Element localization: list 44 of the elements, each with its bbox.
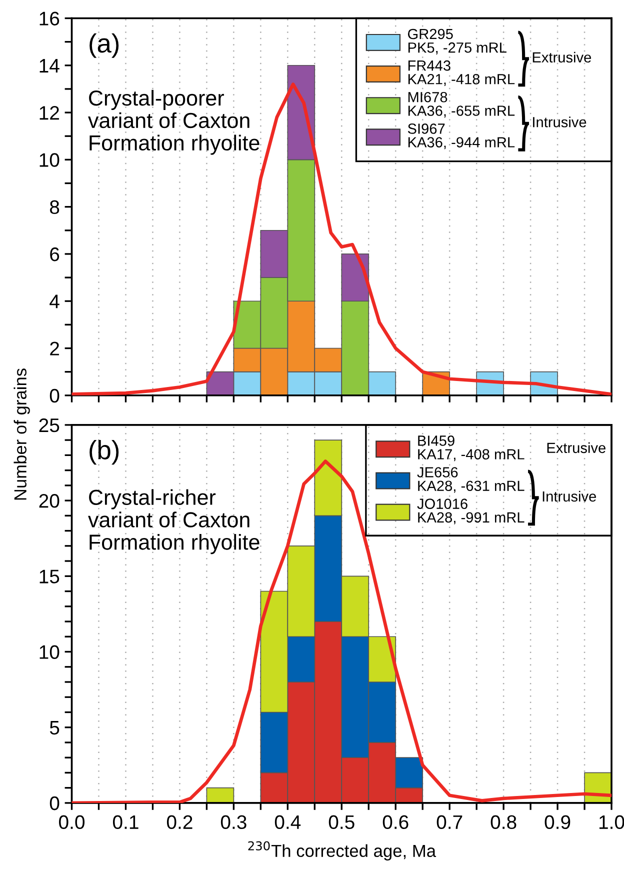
- y-axis-title: Number of grains: [14, 368, 30, 500]
- y-tick-label: 12: [40, 106, 59, 120]
- x-tick-label: 0.3: [220, 815, 246, 830]
- legend-label: BI459 KA17, -408 mRL: [418, 436, 524, 462]
- bar: [206, 787, 234, 803]
- y-tick-label: 16: [40, 12, 60, 26]
- x-tick-label: 0.9: [544, 815, 570, 830]
- annotation: (b): [90, 440, 119, 465]
- x-tick-label: 0.0: [59, 815, 85, 830]
- y-tick-label: 8: [50, 200, 60, 214]
- x-tick-label: 0.4: [274, 815, 301, 830]
- x-axis-title: $^{230}$Th corrected age, Ma: [248, 841, 436, 860]
- y-tick-label: 0: [50, 388, 60, 403]
- x-tick-label: 0.5: [328, 815, 354, 830]
- y-tick-label: 4: [50, 294, 60, 308]
- x-tick-label: 0.2: [166, 815, 192, 830]
- legend-label: FR443 KA21, -418 mRL: [408, 60, 515, 86]
- y-tick-label: 6: [50, 247, 60, 262]
- x-tick-label: 0.7: [436, 815, 462, 830]
- annotation: Intrusive: [542, 490, 596, 502]
- y-tick-label: 20: [39, 494, 60, 508]
- annotation: Extrusive: [547, 442, 606, 454]
- annotation: Crystal-richer variant of Caxton Formation rhyolite: [88, 489, 260, 554]
- x-tick-label: 0.1: [112, 815, 138, 830]
- y-tick-label: 10: [40, 645, 60, 659]
- legend-label: JO1016 KA28, -991 mRL: [417, 498, 524, 524]
- annotation: (a): [90, 33, 119, 58]
- y-tick-label: 5: [50, 721, 60, 735]
- y-tick-label: 15: [40, 570, 60, 584]
- legend-label: MI678 KA36, -655 mRL: [408, 92, 515, 118]
- y-tick-label: 2: [50, 342, 59, 356]
- y-tick-label: 0: [50, 796, 60, 810]
- legend-label: JE656 KA28, -631 mRL: [417, 467, 524, 493]
- x-tick-label: 1.0: [599, 815, 624, 830]
- y-tick-label: 14: [40, 59, 60, 72]
- annotation: Intrusive: [533, 116, 586, 128]
- annotation: Crystal-poorer variant of Caxton Formation rhyolite: [88, 90, 260, 155]
- x-tick-label: 0.8: [490, 815, 516, 830]
- annotation: Extrusive: [532, 52, 592, 63]
- y-tick-label: 10: [40, 153, 60, 167]
- y-tick-label: 25: [39, 418, 60, 432]
- legend-label: GR295 PK5, -275 mRL: [408, 28, 506, 54]
- x-tick-label: 0.6: [382, 815, 408, 830]
- legend-label: SI967 KA36, -944 mRL: [408, 124, 515, 150]
